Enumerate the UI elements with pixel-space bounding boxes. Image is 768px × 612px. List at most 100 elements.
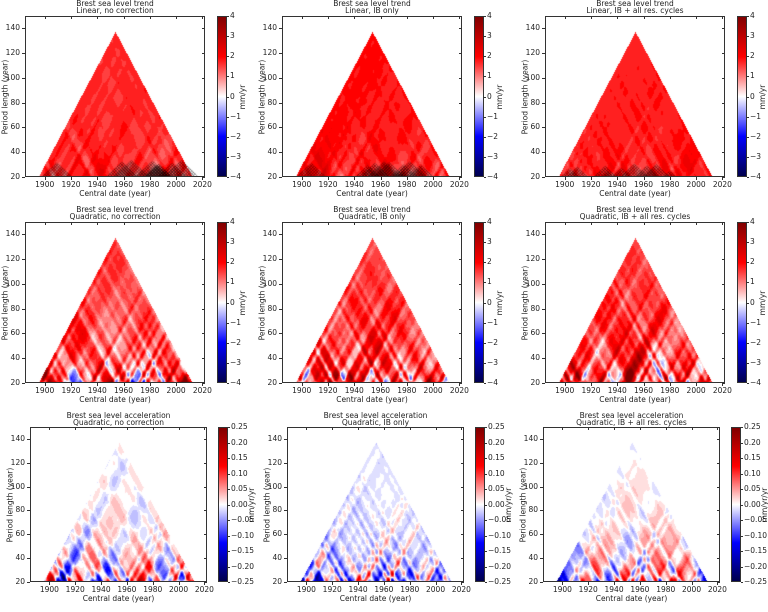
x-tick: [44, 383, 46, 386]
colorbar-tick: [228, 427, 230, 428]
x-tick-top: [564, 16, 566, 19]
colorbar-tick-label: −0.20: [231, 561, 254, 571]
heatmap-panel: Brest sea level trend Linear, IB only 1900…: [257, 0, 513, 200]
heatmap-panel: Brest sea level acceleration Quadratic, n…: [0, 412, 256, 612]
x-tick-top: [562, 427, 564, 430]
colorbar-tick-label: 0.15: [744, 453, 761, 462]
x-tick-label: 1920: [578, 585, 598, 594]
y-tick-label: 140: [5, 229, 20, 239]
x-tick-label: 1980: [656, 585, 676, 594]
y-tick-right: [204, 558, 207, 560]
x-tick: [691, 582, 693, 585]
x-tick-top: [590, 16, 592, 19]
colorbar-tick: [227, 362, 229, 364]
heatmap-canvas: [282, 16, 462, 177]
colorbar-tick: [227, 322, 229, 324]
y-tick-right: [459, 102, 462, 104]
colorbar-tick: [484, 36, 486, 38]
y-tick-right: [202, 177, 205, 178]
colorbar-tick: [485, 566, 487, 568]
y-tick-right: [202, 28, 205, 30]
heatmap-panel: Brest sea level trend Linear, IB + all re…: [520, 0, 768, 200]
heatmap-panel: Brest sea level trend Quadratic, IB only 1…: [257, 206, 513, 406]
x-tick-top: [669, 222, 671, 225]
y-tick-label: 20: [15, 577, 25, 586]
x-tick-label: 1980: [397, 386, 417, 395]
panel-title: Brest sea level acceleration: [579, 411, 684, 420]
colorbar: [737, 222, 747, 383]
x-tick: [49, 582, 51, 585]
y-tick-label: 20: [267, 172, 277, 181]
y-tick-right: [722, 77, 725, 79]
y-tick-label: 20: [10, 172, 20, 181]
y-tick-label: 140: [262, 23, 277, 33]
colorbar: [474, 222, 484, 383]
y-tick: [542, 53, 545, 55]
y-axis-label: Period length (year): [5, 467, 14, 542]
colorbar-tick-label: 0.00: [744, 499, 761, 509]
x-tick-label: 1940: [348, 585, 368, 594]
x-tick-label: 2020: [712, 386, 732, 395]
axes-frame: [543, 427, 720, 582]
x-tick-label: 1920: [318, 180, 338, 189]
heatmap-panel: Brest sea level trend Linear, no correcti…: [0, 0, 256, 200]
y-tick-right: [202, 333, 205, 335]
x-tick: [669, 383, 671, 386]
y-tick-right: [461, 510, 464, 512]
colorbar-tick-label: −1: [750, 111, 762, 121]
y-tick: [22, 308, 25, 310]
x-tick: [643, 383, 645, 386]
x-tick-top: [643, 16, 645, 19]
y-tick-label: 100: [262, 278, 277, 288]
colorbar-tick: [485, 582, 487, 583]
x-tick-label: 1960: [633, 180, 654, 189]
x-tick-top: [301, 16, 303, 19]
y-tick: [22, 102, 25, 104]
colorbar-tick: [484, 222, 486, 223]
colorbar-tick-label: −2: [487, 131, 499, 141]
x-tick: [204, 582, 206, 585]
axes-frame: [25, 16, 205, 177]
colorbar-tick: [228, 520, 230, 521]
x-tick-top: [665, 427, 667, 430]
x-tick-top: [101, 427, 103, 430]
colorbar-tick-label: 3: [487, 237, 492, 247]
y-tick-right: [204, 438, 207, 440]
colorbar-tick-label: 2: [230, 257, 235, 267]
y-tick-right: [459, 283, 462, 285]
y-tick: [22, 177, 25, 178]
y-tick-right: [717, 582, 720, 583]
colorbar-tick-label: 0.15: [231, 453, 248, 462]
colorbar-tick-label: 3: [487, 31, 492, 41]
colorbar-tick-label: −4: [487, 378, 499, 387]
y-tick-right: [459, 259, 462, 261]
x-tick-label: 1960: [370, 180, 391, 189]
y-tick: [542, 383, 545, 384]
x-tick: [149, 383, 151, 386]
y-tick-label: 80: [530, 303, 540, 313]
x-tick-label: 1960: [633, 386, 654, 395]
y-tick-right: [461, 534, 464, 536]
x-tick-top: [614, 427, 616, 430]
colorbar-tick: [227, 76, 229, 78]
y-tick: [22, 53, 25, 55]
x-tick: [406, 177, 408, 180]
y-tick-right: [722, 127, 725, 129]
panel-title: Brest sea level trend: [333, 205, 411, 214]
y-tick-right: [717, 510, 720, 512]
x-tick-top: [327, 16, 329, 19]
x-tick: [70, 383, 72, 386]
x-tick-top: [70, 16, 72, 19]
x-tick-label: 1960: [117, 585, 137, 594]
y-tick-label: 120: [10, 457, 25, 467]
axes-frame: [282, 16, 462, 177]
panel-subtitle: Linear, IB only: [345, 6, 399, 15]
colorbar-tick: [747, 383, 749, 384]
x-tick-label: 1940: [607, 386, 627, 395]
x-tick-top: [643, 222, 645, 225]
x-tick-top: [44, 222, 46, 225]
colorbar-tick-label: 2: [487, 51, 492, 61]
panel-title: Brest sea level acceleration: [323, 411, 428, 420]
colorbar-tick-label: −0.05: [231, 515, 254, 524]
x-tick: [590, 177, 592, 180]
